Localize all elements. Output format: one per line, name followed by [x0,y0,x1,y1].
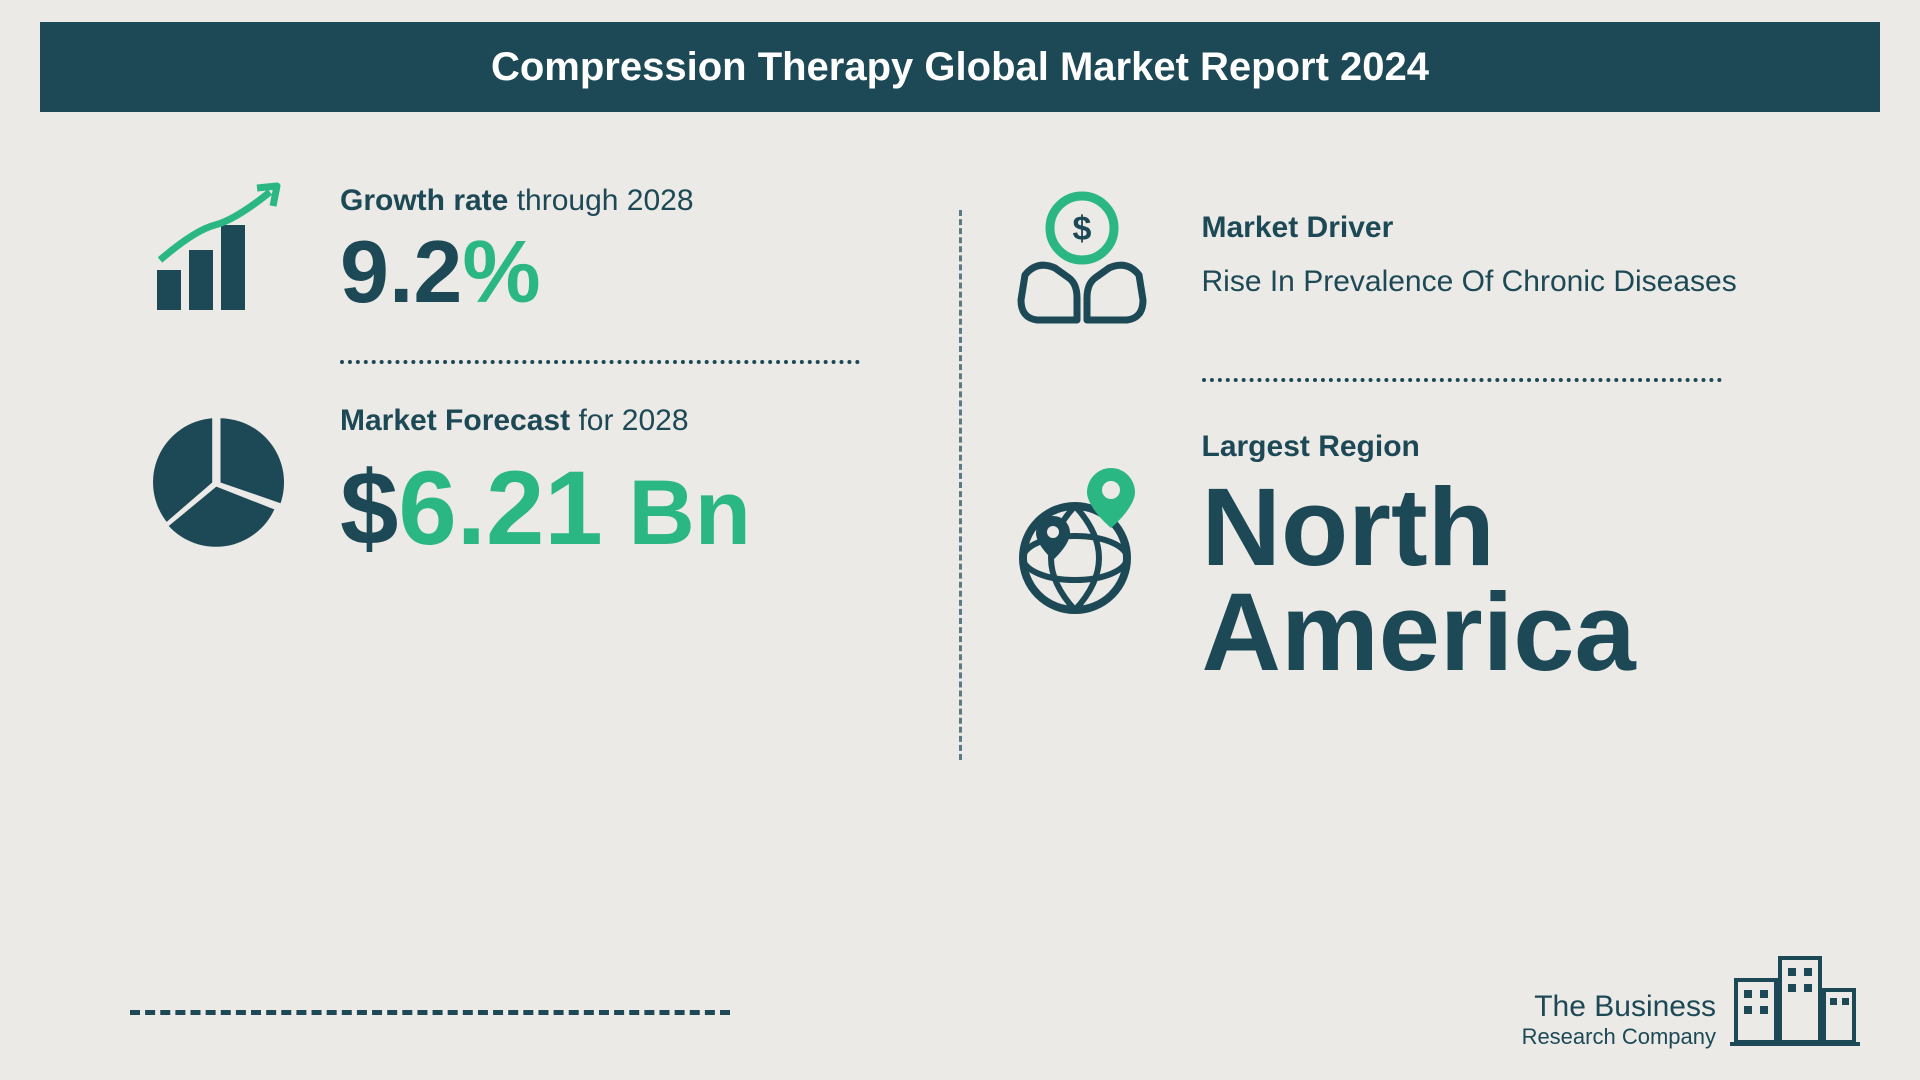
region-text-box: Largest Region North America [1202,430,1781,685]
growth-label: Growth rate through 2028 [340,184,919,218]
company-logo: The Business Research Company [1522,940,1860,1050]
logo-text: The Business Research Company [1522,990,1716,1050]
forecast-text: Market Forecast for 2028 $6.21 Bn [340,404,919,561]
left-dotted-divider [340,360,860,364]
globe-pins-icon [1002,460,1162,620]
right-column: $ Market Driver Rise In Prevalence Of Ch… [962,150,1821,1020]
driver-text-box: Market Driver Rise In Prevalence Of Chro… [1202,211,1781,299]
driver-label: Market Driver [1202,211,1781,245]
hands-coin-icon: $ [1002,180,1162,330]
header-bar: Compression Therapy Global Market Report… [40,22,1880,112]
region-row: Largest Region North America [1002,430,1781,685]
svg-text:$: $ [1072,210,1091,248]
logo-buildings-icon [1730,940,1860,1050]
left-column: Growth rate through 2028 9.2% Market For… [100,150,959,1020]
region-value: North America [1202,476,1781,685]
driver-row: $ Market Driver Rise In Prevalence Of Ch… [1002,180,1781,330]
growth-row: Growth rate through 2028 9.2% [140,180,919,320]
bottom-dashed-line [130,1010,730,1015]
driver-description: Rise In Prevalence Of Chronic Diseases [1202,265,1781,299]
forecast-label: Market Forecast for 2028 [340,404,919,438]
region-label: Largest Region [1202,430,1781,464]
growth-chart-icon [140,180,300,320]
content-area: Growth rate through 2028 9.2% Market For… [100,150,1820,1020]
pie-chart-icon [140,410,300,555]
forecast-row: Market Forecast for 2028 $6.21 Bn [140,404,919,561]
right-dotted-divider [1202,378,1722,382]
forecast-value: $6.21 Bn [340,456,919,561]
growth-value: 9.2% [340,228,919,316]
header-title: Compression Therapy Global Market Report… [491,45,1429,90]
growth-text: Growth rate through 2028 9.2% [340,184,919,316]
